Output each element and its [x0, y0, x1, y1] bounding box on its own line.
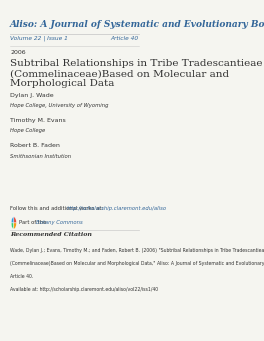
- Text: Available at: http://scholarship.claremont.edu/aliso/vol22/iss1/40: Available at: http://scholarship.claremo…: [10, 287, 158, 292]
- Text: Article 40.: Article 40.: [10, 274, 34, 279]
- Text: Recommended Citation: Recommended Citation: [10, 232, 92, 237]
- Text: Article 40: Article 40: [111, 36, 139, 41]
- Text: Smithsonian Institution: Smithsonian Institution: [10, 153, 71, 159]
- Text: Subtribal Relationships in Tribe Tradescantieae: Subtribal Relationships in Tribe Tradesc…: [10, 59, 263, 68]
- Text: Robert B. Faden: Robert B. Faden: [10, 144, 60, 148]
- Text: Hope College, University of Wyoming: Hope College, University of Wyoming: [10, 103, 109, 108]
- Text: Part of the: Part of the: [19, 220, 48, 225]
- Text: (Commelinaceae)Based on Molecular and: (Commelinaceae)Based on Molecular and: [10, 69, 229, 78]
- Text: http://scholarship.claremont.edu/aliso: http://scholarship.claremont.edu/aliso: [67, 206, 167, 211]
- Wedge shape: [11, 223, 14, 229]
- Wedge shape: [14, 223, 16, 229]
- Text: 2006: 2006: [10, 50, 26, 56]
- Text: Botany Commons: Botany Commons: [36, 220, 83, 225]
- Text: Timothy M. Evans: Timothy M. Evans: [10, 118, 66, 123]
- Text: Wade, Dylan J.; Evans, Timothy M.; and Faden, Robert B. (2006) "Subtribal Relati: Wade, Dylan J.; Evans, Timothy M.; and F…: [10, 248, 264, 253]
- Text: Dylan J. Wade: Dylan J. Wade: [10, 93, 54, 98]
- Text: Aliso: A Journal of Systematic and Evolutionary Botany: Aliso: A Journal of Systematic and Evolu…: [10, 20, 264, 29]
- Text: (Commelinaceae)Based on Molecular and Morphological Data," Aliso: A Journal of S: (Commelinaceae)Based on Molecular and Mo…: [10, 261, 264, 266]
- Text: Volume 22 | Issue 1: Volume 22 | Issue 1: [10, 36, 68, 41]
- Wedge shape: [14, 217, 16, 223]
- Text: Morphological Data: Morphological Data: [10, 79, 115, 88]
- Text: Hope College: Hope College: [10, 128, 45, 133]
- Text: Follow this and additional works at:: Follow this and additional works at:: [10, 206, 105, 211]
- Wedge shape: [11, 217, 14, 223]
